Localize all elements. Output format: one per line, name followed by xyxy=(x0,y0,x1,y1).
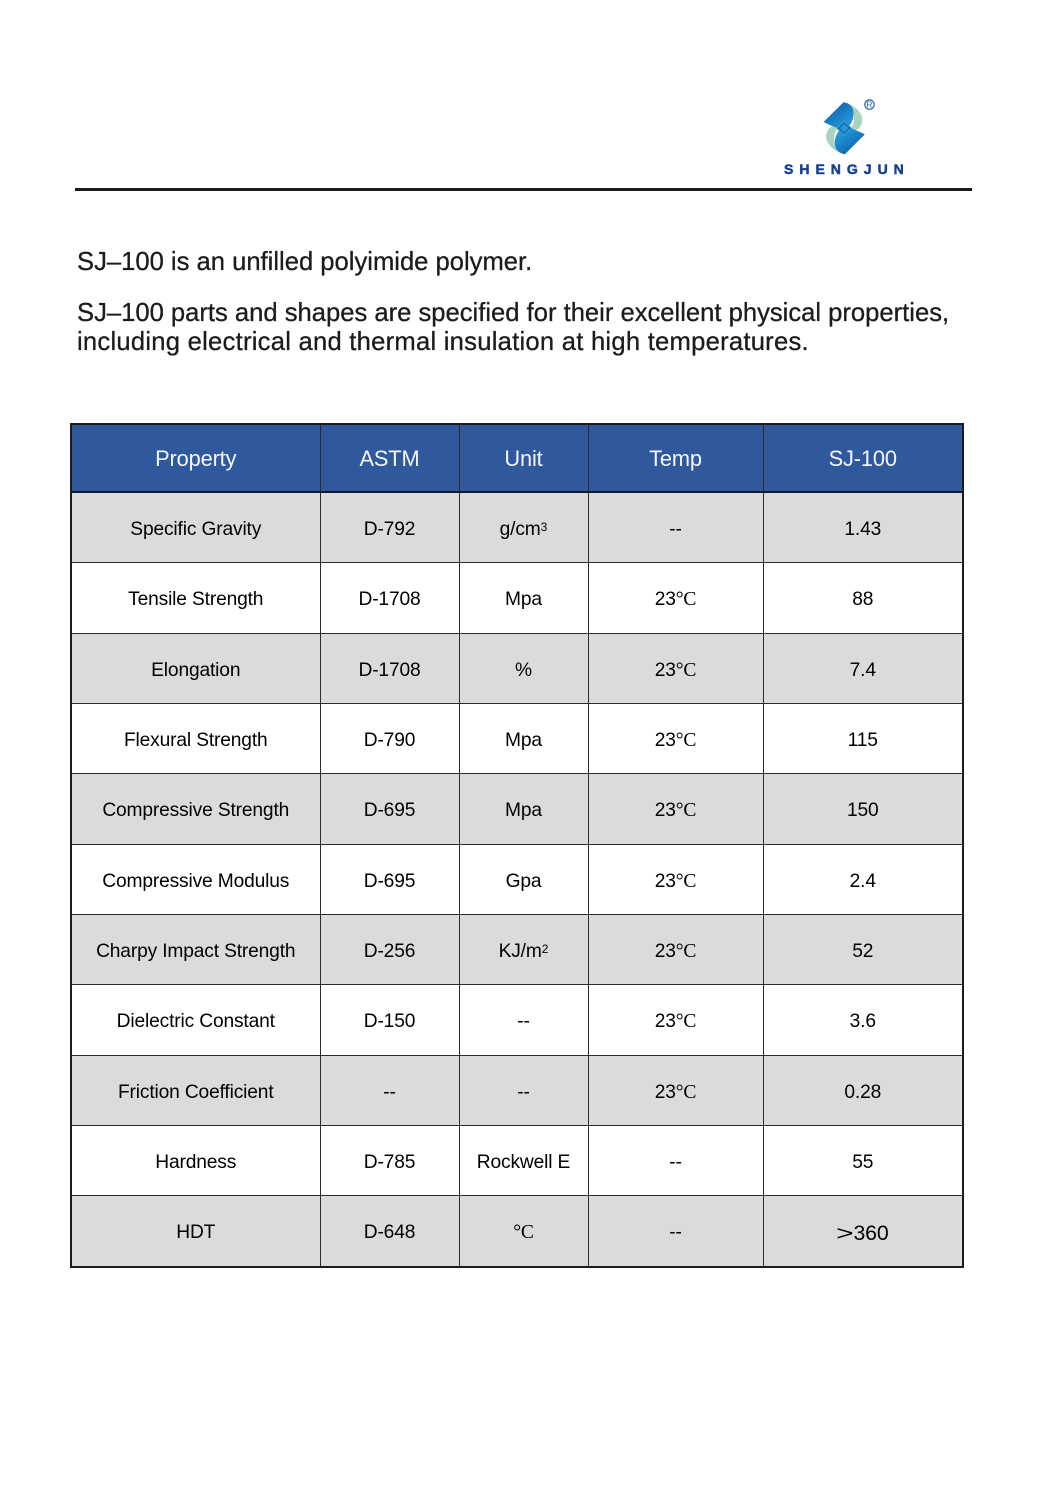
svg-text:R: R xyxy=(867,101,873,110)
